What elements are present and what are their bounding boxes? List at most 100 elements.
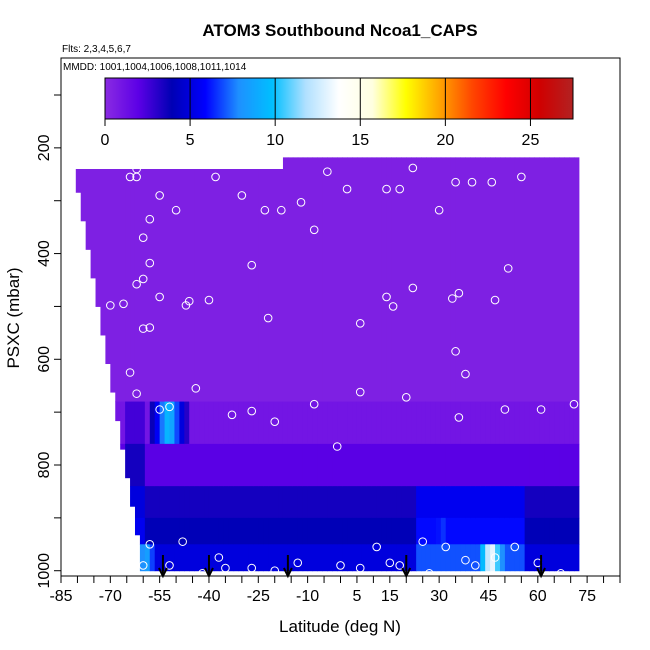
heatmap-cell — [347, 401, 353, 445]
heatmap-cell — [440, 401, 447, 445]
x-tick-label: -85 — [49, 588, 72, 605]
heatmap-cell — [406, 544, 412, 572]
heatmap-cell — [307, 401, 314, 445]
sample-point — [89, 158, 99, 167]
heatmap-cell — [347, 544, 353, 572]
heatmap-cell — [396, 486, 402, 519]
heatmap-cell — [445, 401, 452, 445]
heatmap-cell — [199, 517, 205, 545]
heatmap-cell — [169, 443, 175, 487]
heatmap-cell — [396, 443, 402, 487]
heatmap-cell — [164, 486, 171, 519]
heatmap-cell — [465, 517, 471, 545]
sample-point — [138, 324, 148, 333]
y-tick-label: 1000 — [36, 553, 53, 589]
heatmap-cell — [559, 544, 565, 572]
sample-point — [138, 561, 148, 570]
heatmap-cell — [179, 486, 185, 519]
heatmap-cell — [381, 517, 388, 545]
heatmap-cell — [327, 401, 333, 445]
heatmap-cell — [302, 544, 309, 572]
heatmap-cell — [204, 443, 210, 487]
heatmap-cell — [544, 443, 550, 487]
heatmap-cell — [396, 517, 402, 545]
heatmap-cell — [430, 544, 437, 572]
heatmap-cell — [352, 443, 358, 487]
heatmap-cell — [425, 443, 432, 487]
sample-point — [293, 558, 303, 568]
heatmap-cell — [287, 443, 294, 487]
heatmap-cell — [194, 169, 200, 403]
heatmap-cell — [139, 544, 146, 572]
heatmap-cell — [228, 517, 235, 545]
heatmap-cell — [302, 443, 309, 487]
heatmap-cell — [258, 401, 264, 445]
heatmap-cell — [253, 486, 259, 519]
dates-label: MMDD: 1001,1004,1006,1008,1011,1014 — [63, 62, 247, 73]
heatmap-cell — [534, 401, 540, 445]
heatmap-cell — [455, 486, 462, 519]
heatmap-cell — [159, 486, 166, 519]
sample-point — [441, 542, 451, 552]
sample-point — [247, 260, 257, 270]
heatmap-cell — [499, 157, 506, 403]
heatmap-cell — [139, 443, 146, 487]
heatmap-cell — [559, 401, 565, 445]
heatmap-cell — [549, 544, 555, 572]
heatmap-cell — [159, 517, 166, 545]
heatmap-cell — [322, 401, 328, 445]
heatmap-cell — [356, 443, 363, 487]
heatmap-cell — [110, 169, 116, 393]
sample-point — [132, 279, 141, 289]
heatmap-cell — [243, 443, 249, 487]
heatmap-cell — [411, 544, 417, 572]
heatmap-cell — [130, 486, 136, 507]
heatmap-cell — [425, 157, 432, 403]
sample-point — [336, 561, 345, 570]
heatmap-cell — [164, 517, 171, 545]
heatmap-cell — [179, 443, 185, 487]
heatmap-cell — [573, 517, 580, 545]
heatmap-cell — [569, 401, 575, 445]
sample-point — [487, 177, 497, 187]
heatmap-cell — [376, 401, 383, 445]
heatmap-cell — [179, 544, 185, 572]
heatmap-cell — [391, 157, 397, 403]
heatmap-cell — [228, 486, 235, 519]
heatmap-cell — [460, 443, 466, 487]
heatmap-cell — [391, 443, 397, 487]
heatmap-layer — [75, 157, 580, 572]
heatmap-cell — [342, 486, 348, 519]
heatmap-cell — [179, 169, 185, 403]
heatmap-cell — [169, 544, 175, 572]
heatmap-cell — [430, 517, 437, 545]
heatmap-cell — [292, 486, 299, 519]
heatmap-cell — [573, 544, 580, 572]
heatmap-cell — [174, 443, 180, 487]
heatmap-cell — [356, 401, 363, 445]
heatmap-cell — [218, 169, 225, 403]
heatmap-cell — [460, 401, 466, 445]
heatmap-cell — [465, 443, 471, 487]
heatmap-cell — [342, 544, 348, 572]
heatmap-cell — [208, 401, 215, 445]
heatmap-cell — [263, 401, 269, 445]
heatmap-cell — [509, 443, 516, 487]
heatmap-cell — [549, 486, 555, 519]
heatmap-cell — [564, 443, 570, 487]
heatmap-cell — [273, 401, 279, 445]
heatmap-cell — [149, 443, 156, 487]
heatmap-cell — [199, 544, 205, 572]
heatmap-cell — [361, 157, 368, 403]
heatmap-cell — [534, 157, 540, 403]
heatmap-cell — [208, 544, 215, 572]
sample-point — [395, 561, 404, 570]
heatmap-cell — [352, 544, 358, 572]
heatmap-cell — [164, 544, 171, 572]
sample-point — [467, 177, 477, 187]
y-tick-label: 800 — [36, 452, 53, 479]
heatmap-cell — [287, 401, 294, 445]
heatmap-cell — [421, 486, 427, 519]
heatmap-cell — [544, 517, 550, 545]
heatmap-cell — [425, 401, 432, 445]
